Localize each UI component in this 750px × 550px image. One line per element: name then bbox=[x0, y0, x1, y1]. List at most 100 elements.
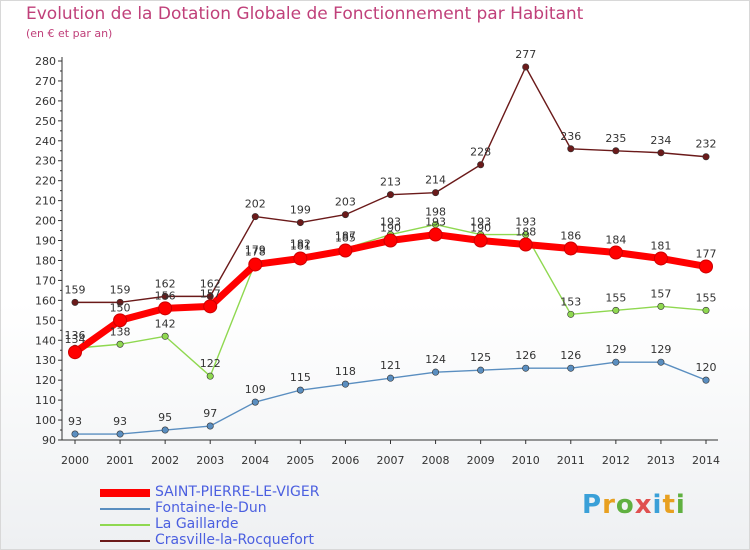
data-point bbox=[71, 430, 79, 438]
legend-label: SAINT-PIERRE-LE-VIGER bbox=[155, 484, 320, 500]
x-tick-label: 2006 bbox=[331, 454, 359, 467]
data-label: 203 bbox=[335, 196, 356, 209]
y-tick-label: 120 bbox=[35, 374, 56, 387]
data-point bbox=[653, 251, 668, 266]
data-labels: 159 159 162 162 202 199 203 213 214 228 277 236 235 2… bbox=[65, 48, 717, 428]
data-point bbox=[203, 299, 218, 314]
y-tick-label: 230 bbox=[35, 155, 56, 168]
data-label: 181 bbox=[290, 239, 311, 252]
data-point bbox=[113, 313, 128, 328]
chart-subtitle: (en € et par an) bbox=[26, 27, 113, 40]
data-label: 134 bbox=[65, 333, 86, 346]
y-tick-label: 240 bbox=[35, 135, 56, 148]
x-tick-label: 2012 bbox=[602, 454, 630, 467]
y-tick-label: 100 bbox=[35, 414, 56, 427]
line-chart: 90 100 110 120 130 140 150 160 170 180 190 200 210 22… bbox=[35, 48, 720, 467]
data-label: 122 bbox=[200, 357, 221, 370]
logo-letter: P bbox=[582, 490, 603, 520]
data-label: 193 bbox=[380, 216, 401, 229]
data-label: 159 bbox=[110, 283, 131, 296]
data-point bbox=[612, 147, 620, 155]
y-tick-label: 180 bbox=[35, 254, 56, 267]
data-label: 178 bbox=[245, 245, 266, 258]
legend-label: La Gaillarde bbox=[155, 516, 239, 532]
data-point bbox=[657, 149, 665, 157]
legend-label: Fontaine-le-Dun bbox=[155, 500, 267, 516]
data-point bbox=[116, 298, 124, 306]
data-point bbox=[341, 211, 349, 219]
data-label: 184 bbox=[605, 233, 626, 246]
data-point bbox=[567, 310, 575, 318]
data-label: 232 bbox=[696, 138, 717, 151]
data-point bbox=[386, 374, 394, 382]
data-label: 185 bbox=[335, 232, 356, 245]
series-saint-pierre-le-viger bbox=[68, 227, 713, 360]
x-tick-label: 2008 bbox=[422, 454, 450, 467]
data-label: 193 bbox=[425, 216, 446, 229]
x-tick-label: 2001 bbox=[106, 454, 134, 467]
data-point bbox=[657, 358, 665, 366]
y-tick-label: 160 bbox=[35, 294, 56, 307]
data-point bbox=[702, 376, 710, 384]
legend-swatch bbox=[100, 524, 150, 526]
x-tick-label: 2000 bbox=[61, 454, 89, 467]
data-label: 228 bbox=[470, 146, 491, 159]
data-point bbox=[251, 213, 259, 221]
data-label: 95 bbox=[158, 411, 172, 424]
x-tick-label: 2007 bbox=[377, 454, 405, 467]
y-tick-label: 210 bbox=[35, 195, 56, 208]
axes: 90 100 110 120 130 140 150 160 170 180 190 200 210 22… bbox=[35, 55, 720, 467]
data-point bbox=[702, 306, 710, 314]
data-label: 120 bbox=[696, 361, 717, 374]
data-point bbox=[567, 145, 575, 153]
data-point bbox=[386, 191, 394, 199]
x-tick-label: 2005 bbox=[286, 454, 314, 467]
legend-item: La Gaillarde bbox=[100, 516, 420, 533]
data-point bbox=[383, 233, 398, 248]
data-point bbox=[206, 372, 214, 380]
data-point bbox=[657, 302, 665, 310]
legend-item: Fontaine-le-Dun bbox=[100, 500, 420, 517]
data-label: 182 bbox=[290, 237, 311, 250]
data-label: 156 bbox=[155, 289, 176, 302]
y-tick-label: 270 bbox=[35, 75, 56, 88]
y-tick-label: 130 bbox=[35, 354, 56, 367]
data-label: 190 bbox=[380, 222, 401, 235]
data-point bbox=[161, 292, 169, 300]
x-tick-label: 2004 bbox=[241, 454, 269, 467]
data-point bbox=[71, 298, 79, 306]
series-crasville-la-rocquefort bbox=[71, 63, 710, 306]
x-tick-label: 2014 bbox=[692, 454, 720, 467]
data-point bbox=[116, 430, 124, 438]
data-point bbox=[68, 345, 82, 360]
legend-item: Crasville-la-Rocquefort bbox=[100, 532, 420, 549]
data-point bbox=[428, 227, 443, 242]
data-label: 97 bbox=[203, 407, 217, 420]
data-point bbox=[338, 243, 353, 258]
x-tick-label: 2002 bbox=[151, 454, 179, 467]
series-fontaine-le-dun bbox=[71, 358, 710, 438]
y-tick-label: 90 bbox=[42, 434, 56, 447]
data-point bbox=[473, 233, 488, 248]
data-label: 202 bbox=[245, 198, 266, 211]
data-point bbox=[341, 380, 349, 388]
data-point bbox=[432, 189, 440, 197]
logo-letter: o bbox=[615, 490, 635, 520]
data-label: 213 bbox=[380, 176, 401, 189]
logo-letter: t bbox=[662, 490, 676, 520]
data-label: 155 bbox=[696, 291, 717, 304]
data-label: 115 bbox=[290, 371, 311, 384]
data-label: 162 bbox=[155, 277, 176, 290]
data-label: 162 bbox=[200, 277, 221, 290]
data-label: 193 bbox=[515, 216, 536, 229]
data-point bbox=[699, 259, 713, 274]
data-point bbox=[522, 63, 530, 71]
data-label: 142 bbox=[155, 317, 176, 330]
data-point bbox=[702, 153, 710, 161]
data-label: 155 bbox=[605, 291, 626, 304]
data-point bbox=[248, 257, 263, 272]
legend-swatch bbox=[100, 540, 150, 542]
data-label: 277 bbox=[515, 48, 536, 61]
data-point bbox=[293, 251, 308, 266]
data-label: 121 bbox=[380, 359, 401, 372]
